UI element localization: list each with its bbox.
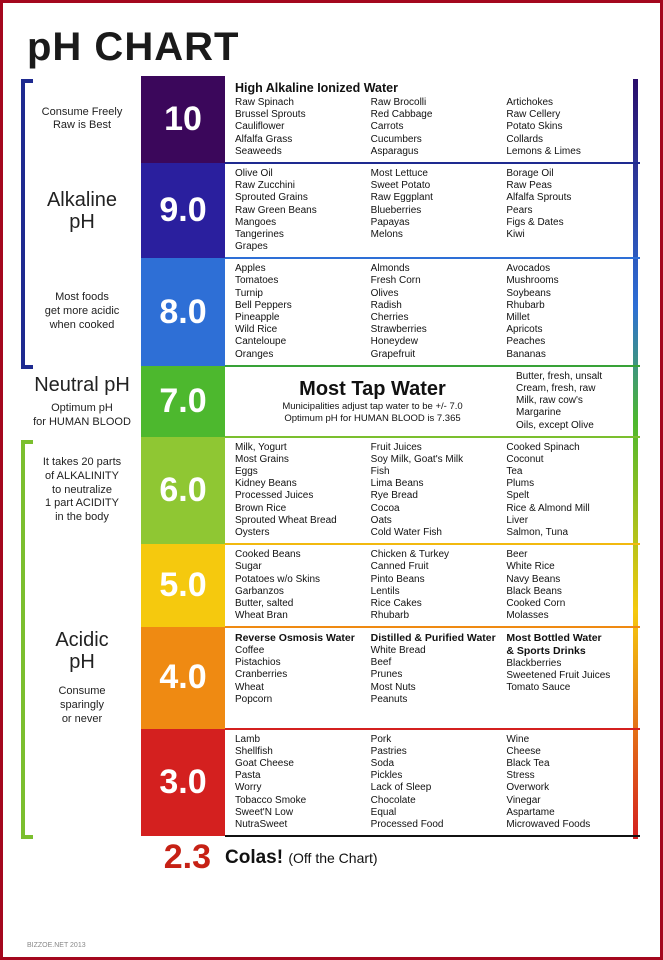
food-list: High Alkaline Ionized WaterRaw SpinachBr…	[225, 76, 640, 163]
cola-row: 2.3 Colas! (Off the Chart)	[23, 838, 640, 877]
food-list: LambShellfishGoat CheesePastaWorryTobacc…	[225, 729, 640, 837]
ph-value-box: 8.0	[141, 258, 225, 366]
side-note: Most foodsget more acidicwhen cooked	[23, 258, 141, 366]
ph-rows: Consume FreelyRaw is Best10High Alkaline…	[23, 76, 640, 836]
footer-credit: BIZZOE.NET 2013	[27, 942, 86, 949]
food-list: Olive OilRaw ZucchiniSprouted GrainsRaw …	[225, 163, 640, 258]
food-list: Most Tap WaterMunicipalities adjust tap …	[225, 366, 640, 437]
ph-row-4.0: AcidicpHConsumesparinglyor never4.0Rever…	[23, 627, 640, 728]
cola-ph-value: 2.3	[23, 838, 225, 877]
ph-value-box: 6.0	[141, 437, 225, 545]
ph-value-box: 3.0	[141, 729, 225, 837]
side-note: Neutral pHOptimum pHfor HUMAN BLOOD	[23, 366, 141, 437]
ph-row-9.0: AlkalinepH9.0Olive OilRaw ZucchiniSprout…	[23, 163, 640, 258]
ph-value-box: 10	[141, 76, 225, 163]
ph-value-box: 5.0	[141, 544, 225, 627]
ph-row-6.0: It takes 20 partsof ALKALINITYto neutral…	[23, 437, 640, 545]
side-note: Consume FreelyRaw is Best	[23, 76, 141, 163]
cola-label: Colas! (Off the Chart)	[225, 847, 378, 869]
side-note	[23, 729, 141, 837]
cola-label-bold: Colas!	[225, 847, 283, 868]
ph-row-7.0: Neutral pHOptimum pHfor HUMAN BLOOD7.0Mo…	[23, 366, 640, 437]
food-list: Reverse Osmosis WaterCoffeePistachiosCra…	[225, 627, 640, 728]
side-note: It takes 20 partsof ALKALINITYto neutral…	[23, 437, 141, 545]
ph-value-box: 9.0	[141, 163, 225, 258]
page-title: pH CHART	[27, 25, 640, 70]
ph-value-box: 4.0	[141, 627, 225, 728]
side-note: AcidicpHConsumesparinglyor never	[23, 627, 141, 728]
food-list: ApplesTomatoesTurnipBell PeppersPineappl…	[225, 258, 640, 366]
ph-chart-page: pH CHART Consume FreelyRaw is Best10High…	[0, 0, 663, 960]
ph-row-3.0: 3.0LambShellfishGoat CheesePastaWorryTob…	[23, 729, 640, 837]
ph-row-8.0: Most foodsget more acidicwhen cooked8.0A…	[23, 258, 640, 366]
ph-row-5.0: 5.0Cooked BeansSugarPotatoes w/o SkinsGa…	[23, 544, 640, 627]
cola-note: (Off the Chart)	[288, 850, 377, 866]
ph-row-10: Consume FreelyRaw is Best10High Alkaline…	[23, 76, 640, 163]
ph-value-box: 7.0	[141, 366, 225, 437]
side-note: AlkalinepH	[23, 163, 141, 258]
food-list: Cooked BeansSugarPotatoes w/o SkinsGarba…	[225, 544, 640, 627]
food-list: Milk, YogurtMost GrainsEggsKidney BeansP…	[225, 437, 640, 545]
side-note	[23, 544, 141, 627]
